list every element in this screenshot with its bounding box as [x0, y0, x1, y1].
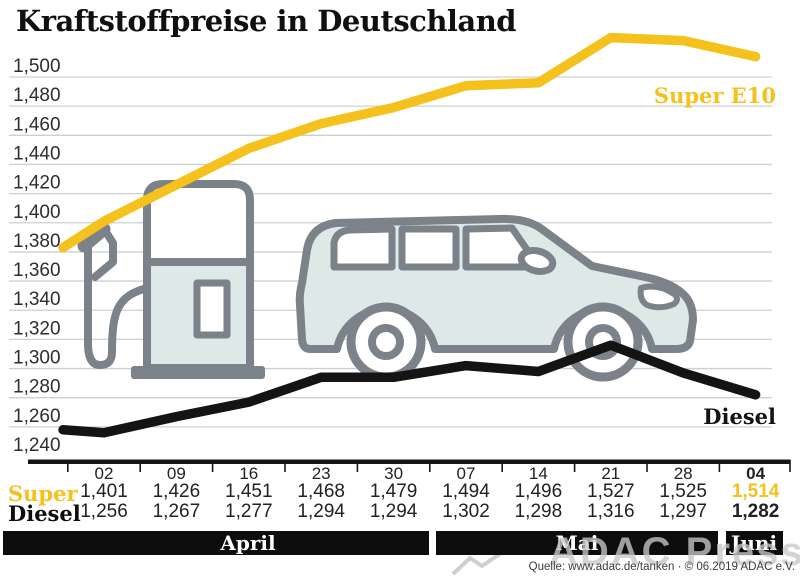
x-axis — [28, 459, 790, 464]
y-tick-label: 1,260 — [13, 406, 61, 427]
diesel-value: 1,282 — [731, 501, 780, 522]
y-tick-label: 1,280 — [13, 377, 61, 398]
car-headlight — [637, 283, 680, 311]
y-tick-label: 1,420 — [13, 173, 61, 194]
diesel-value: 1,256 — [80, 501, 128, 522]
date-label: 23 — [311, 464, 331, 483]
car-mirror — [517, 247, 557, 275]
y-tick-label: 1,360 — [13, 260, 61, 281]
month-label: April — [220, 531, 276, 555]
month-bar-mai — [436, 531, 718, 555]
super-value: 1,525 — [659, 481, 707, 502]
table-row-label-super: Super — [8, 481, 78, 506]
date-label: 21 — [601, 464, 621, 483]
y-tick-label: 1,300 — [13, 348, 61, 369]
diesel-value: 1,298 — [514, 501, 563, 522]
y-axis-labels: 1,500 1,480 1,460 1,440 1,420 1,400 1,380 1,360… — [13, 56, 61, 456]
date-label: 07 — [456, 464, 476, 483]
line-label-diesel: Diesel — [703, 404, 776, 429]
x-axis-ticks — [67, 459, 791, 472]
super-value: 1,426 — [152, 481, 201, 502]
y-tick-label: 1,460 — [13, 114, 61, 135]
date-label: 14 — [528, 464, 548, 483]
diesel-value: 1,294 — [369, 501, 418, 522]
line-labels: Super E10 Diesel — [654, 83, 776, 429]
source-credit: Quelle: www.adac.de/tanken · © 06.2019 A… — [528, 561, 795, 573]
super-value: 1,401 — [80, 481, 128, 502]
y-tick-label: 1,440 — [13, 143, 61, 164]
date-label: 02 — [94, 464, 114, 483]
y-tick-label: 1,400 — [13, 202, 61, 223]
press-watermark: ADAC Presse — [549, 530, 800, 574]
date-label: 30 — [384, 464, 404, 483]
super-value: 1,451 — [225, 481, 273, 502]
diesel-value: 1,316 — [587, 501, 635, 522]
super-value: 1,479 — [369, 481, 418, 502]
super-value: 1,468 — [297, 481, 345, 502]
month-label: Juni — [730, 531, 778, 555]
line-diesel — [58, 340, 761, 438]
super-value: 1,514 — [731, 481, 780, 502]
date-label: 16 — [239, 464, 259, 483]
month-label: Mai — [555, 531, 599, 555]
diesel-value: 1,267 — [152, 501, 201, 522]
y-tick-label: 1,240 — [13, 435, 61, 456]
y-tick-label: 1,500 — [13, 56, 61, 77]
date-label: 09 — [166, 464, 186, 483]
super-value: 1,496 — [514, 481, 563, 502]
car-window-rear — [330, 225, 396, 271]
y-tick-label: 1,480 — [13, 85, 61, 106]
month-bar-juni — [726, 531, 783, 555]
diesel-value: 1,277 — [225, 501, 273, 522]
diesel-value: 1,294 — [297, 501, 345, 522]
page-title: Kraftstoffpreise in Deutschland — [16, 4, 517, 38]
super-value: 1,527 — [587, 481, 635, 502]
data-lines — [58, 32, 761, 438]
y-tick-label: 1,340 — [13, 289, 61, 310]
fuel-pump-icon — [77, 180, 265, 379]
y-tick-label: 1,320 — [13, 318, 61, 339]
line-super — [58, 32, 761, 253]
price-chart: 1,500 1,480 1,460 1,440 1,420 1,400 1,380 1,360… — [9, 32, 791, 472]
super-value: 1,494 — [442, 481, 490, 502]
diesel-value: 1,297 — [659, 501, 707, 522]
y-tick-label: 1,380 — [13, 231, 61, 252]
date-label: 28 — [673, 464, 693, 483]
car-window-middle — [398, 225, 460, 271]
date-label: 04 — [746, 464, 766, 483]
table-row-label-diesel: Diesel — [8, 501, 81, 526]
car-body — [295, 214, 697, 353]
line-label-super: Super E10 — [654, 83, 776, 108]
watermark-chart-icon — [451, 549, 506, 576]
diesel-value: 1,302 — [442, 501, 490, 522]
pump-hose — [84, 243, 151, 369]
car-icon — [295, 214, 697, 382]
nozzle-trigger — [91, 225, 117, 281]
month-bar-april — [3, 531, 429, 555]
